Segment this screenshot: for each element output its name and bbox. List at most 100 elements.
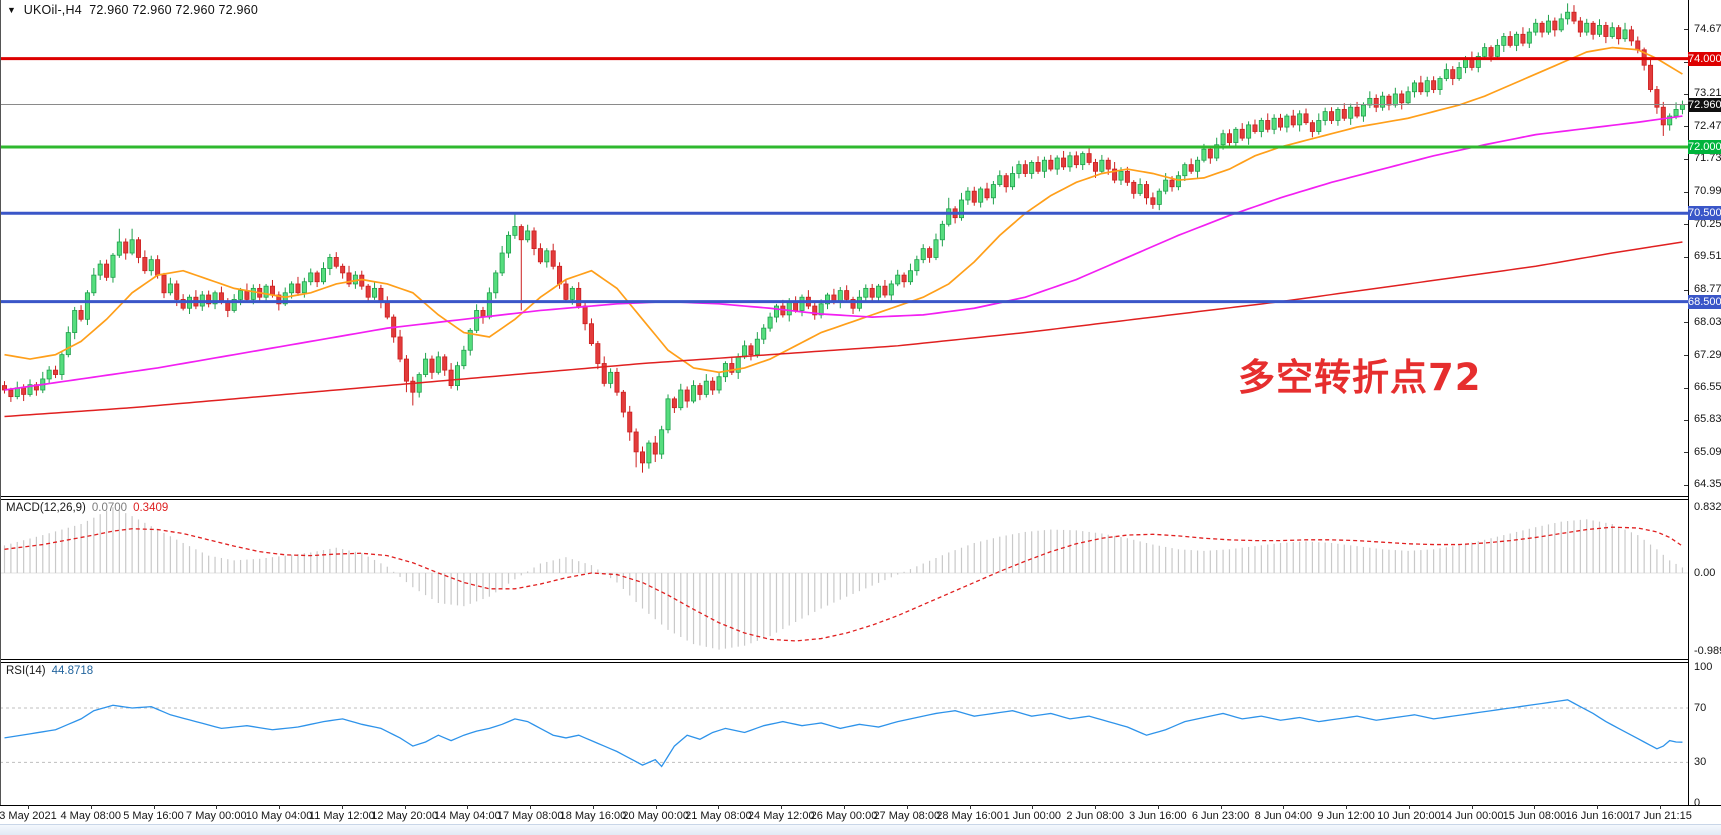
bear-candle (1003, 175, 1009, 188)
price-axis-tick (1684, 387, 1688, 389)
bull-candle (1246, 124, 1252, 139)
macd-histogram-bar (1267, 544, 1269, 573)
bull-candle (888, 283, 894, 296)
bull-candle (423, 358, 429, 375)
bear-candle (397, 336, 403, 360)
macd-histogram-bar (150, 526, 152, 573)
bear-candle (1660, 106, 1666, 126)
bear-candle (1450, 69, 1456, 79)
time-axis-tick (279, 805, 281, 809)
bear-candle (1061, 157, 1067, 168)
macd-histogram-bar (1305, 541, 1307, 573)
macd-panel-canvas[interactable] (0, 500, 1688, 658)
separator-main-macd[interactable] (0, 496, 1688, 497)
macd-histogram-bar (533, 567, 535, 573)
time-axis-tick (1471, 805, 1473, 809)
time-axis-tick (1095, 805, 1097, 809)
chevron-down-icon[interactable]: ▼ (7, 5, 17, 15)
bear-candle (1073, 155, 1079, 166)
macd-histogram-bar (999, 536, 1001, 573)
macd-histogram-bar (1069, 530, 1071, 573)
bear-candle (550, 250, 556, 267)
bull-candle (59, 354, 65, 375)
bull-candle (1482, 47, 1488, 57)
bear-candle (1048, 159, 1054, 170)
bull-candle (1584, 22, 1590, 33)
bull-candle (129, 239, 135, 254)
macd-histogram-bar (125, 513, 127, 573)
bull-candle (799, 296, 805, 311)
bear-candle (21, 387, 27, 395)
macd-histogram-bar (590, 565, 593, 573)
macd-histogram-bar (1611, 524, 1613, 573)
bear-candle (378, 287, 384, 303)
bull-candle (289, 283, 295, 294)
bear-candle (448, 369, 454, 386)
macd-histogram-bar (584, 563, 586, 573)
macd-histogram-bar (1101, 533, 1103, 573)
bull-candle (231, 299, 237, 311)
chart-text-annotation[interactable]: 多空转折点72 (1238, 356, 1482, 399)
macd-histogram-bar (814, 573, 816, 612)
time-axis-label: 4 May 08:00 (60, 810, 122, 822)
macd-histogram-bar (1075, 530, 1077, 573)
macd-histogram-bar (1669, 560, 1671, 573)
macd-histogram-bar (220, 557, 223, 573)
macd-histogram-bar (558, 558, 561, 573)
separator-macd-rsi[interactable] (0, 659, 1688, 660)
time-axis-label: 8 Jun 04:00 (1254, 810, 1313, 822)
macd-histogram-bar (501, 573, 503, 589)
bull-candle (1137, 184, 1143, 194)
macd-scale-label: 0.00 (1694, 566, 1716, 579)
bear-candle (206, 294, 212, 305)
time-axis-label: 20 May 00:00 (622, 810, 690, 822)
macd-histogram-bar (756, 573, 758, 641)
macd-histogram-bar (941, 555, 943, 573)
macd-histogram-bar (1062, 529, 1065, 573)
price-axis-tick (1684, 224, 1688, 226)
bear-candle (1150, 197, 1156, 205)
macd-histogram-bar (1452, 546, 1454, 573)
macd-histogram-bar (16, 541, 18, 573)
bear-candle (710, 380, 716, 391)
bear-candle (1252, 124, 1258, 132)
bull-candle (1156, 190, 1162, 205)
macd-indicator-label: MACD(12,26,9) 0.0700 0.3409 (6, 502, 169, 514)
price-axis-label: 65.090 (1694, 445, 1721, 458)
macd-scale-label: -0.9897 (1694, 644, 1721, 657)
bear-candle (135, 239, 141, 258)
bear-candle (850, 299, 856, 309)
rsi-panel-canvas[interactable] (0, 663, 1688, 805)
price-axis[interactable]: 75.41074.67073.93073.21072.47071.73070.9… (1684, 0, 1721, 835)
macd-histogram-bar (514, 573, 516, 580)
main-chart-canvas[interactable] (0, 0, 1688, 497)
bear-candle (269, 285, 275, 296)
macd-main-value: 0.0700 (91, 502, 128, 514)
macd-histogram-bar (1299, 541, 1301, 573)
macd-histogram-bar (1579, 519, 1581, 573)
bull-candle (691, 385, 697, 402)
macd-histogram-bar (578, 561, 580, 573)
price-axis-tick (1684, 355, 1688, 357)
price-axis-tick (1684, 322, 1688, 324)
bull-candle (1041, 159, 1047, 172)
time-axis-tick (467, 805, 469, 809)
macd-histogram-bar (865, 573, 867, 589)
macd-histogram-bar (1426, 549, 1428, 573)
macd-histogram-bar (546, 561, 548, 573)
time-axis-label: 16 Jun 16:00 (1565, 810, 1630, 822)
bear-candle (1616, 27, 1622, 40)
bear-candle (627, 411, 633, 433)
macd-histogram-bar (105, 510, 108, 573)
macd-histogram-bar (297, 554, 299, 573)
macd-histogram-bar (1618, 526, 1620, 573)
macd-histogram-bar (495, 573, 497, 593)
time-axis-label: 2 Jun 08:00 (1066, 810, 1124, 822)
bottom-scroll-strip[interactable] (0, 824, 1721, 835)
macd-signal-line (4, 526, 1683, 642)
macd-histogram-bar (54, 531, 57, 573)
macd-histogram-bar (858, 573, 861, 592)
bull-candle (372, 287, 378, 298)
macd-histogram-bar (897, 573, 899, 575)
bull-candle (1297, 113, 1303, 126)
